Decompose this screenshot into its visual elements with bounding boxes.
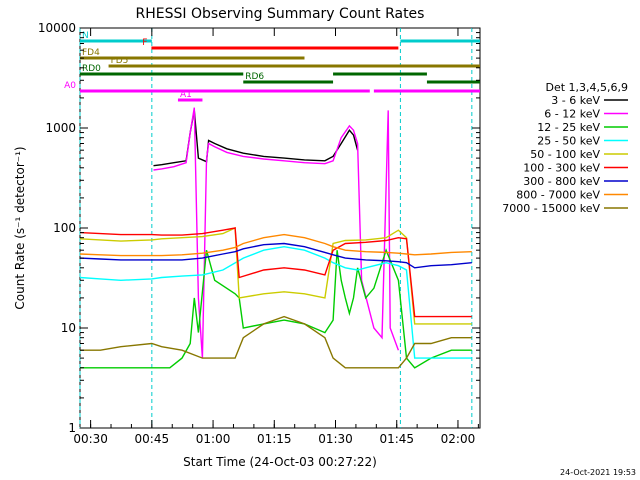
series-line-2 <box>80 248 472 369</box>
legend-entry-label: 12 - 25 keV <box>537 121 600 134</box>
status-bar-label-a0: A0 <box>64 81 76 91</box>
status-bar-label-rd0: RD0 <box>82 64 101 74</box>
series-line-5 <box>79 227 472 318</box>
series-line-1 <box>153 107 400 359</box>
series-line-4 <box>79 226 472 325</box>
x-tick-label: 00:30 <box>73 432 108 446</box>
legend-title: Det 1,3,4,5,6,9 <box>545 81 628 94</box>
legend-entry-label: 50 - 100 keV <box>530 148 600 161</box>
status-bars: N F FD4 FD5 RD0 RD6 A0 A1 <box>64 31 480 102</box>
x-tick-label: 01:30 <box>318 432 353 446</box>
status-bar-label-f: F <box>142 38 147 48</box>
x-tick-label: 01:15 <box>257 432 292 446</box>
y-axis-label: Count Rate (s⁻¹ detector⁻¹) <box>13 146 27 309</box>
x-tick-label: 02:00 <box>441 432 476 446</box>
legend-entry-label: 100 - 300 keV <box>523 162 600 175</box>
y-tick-label: 10000 <box>38 21 76 35</box>
legend-entry-label: 7000 - 15000 keV <box>502 202 600 215</box>
footer-timestamp: 24-Oct-2021 19:53 <box>560 468 636 477</box>
y-tick-label: 1000 <box>45 121 76 135</box>
legend-entry-label: 6 - 12 keV <box>544 108 600 121</box>
series-line-3 <box>79 245 472 359</box>
legend-entry-label: 800 - 7000 keV <box>516 189 600 202</box>
x-tick-label: 01:00 <box>196 432 231 446</box>
legend-entry-label: 25 - 50 keV <box>537 135 600 148</box>
y-tick-label: 1 <box>68 421 76 435</box>
legend-entry-label: 3 - 6 keV <box>551 94 600 107</box>
legend-entry-label: 300 - 800 keV <box>523 175 600 188</box>
status-bar-label-fd4: FD4 <box>82 48 100 58</box>
chart-title: RHESSI Observing Summary Count Rates <box>136 6 425 22</box>
series-line-0 <box>154 110 389 165</box>
status-bar-label-rd6: RD6 <box>245 72 264 82</box>
y-tick-label: 100 <box>53 221 76 235</box>
axes: 00:30 00:45 01:00 01:15 01:30 01:45 02:00 1 10 10… <box>38 21 480 446</box>
series-line-7 <box>79 233 472 257</box>
status-bar-label-fd5: FD5 <box>111 56 129 66</box>
x-tick-label: 00:45 <box>135 432 170 446</box>
series-line-8 <box>80 315 472 369</box>
status-bar-label-n: N <box>82 31 89 41</box>
status-bar-label-a1: A1 <box>180 90 192 100</box>
x-tick-label: 01:45 <box>379 432 414 446</box>
y-tick-label: 10 <box>61 321 76 335</box>
x-axis-label: Start Time (24-Oct-03 00:27:22) <box>183 455 377 469</box>
series-line-6 <box>79 242 472 269</box>
series-lines <box>79 107 472 369</box>
